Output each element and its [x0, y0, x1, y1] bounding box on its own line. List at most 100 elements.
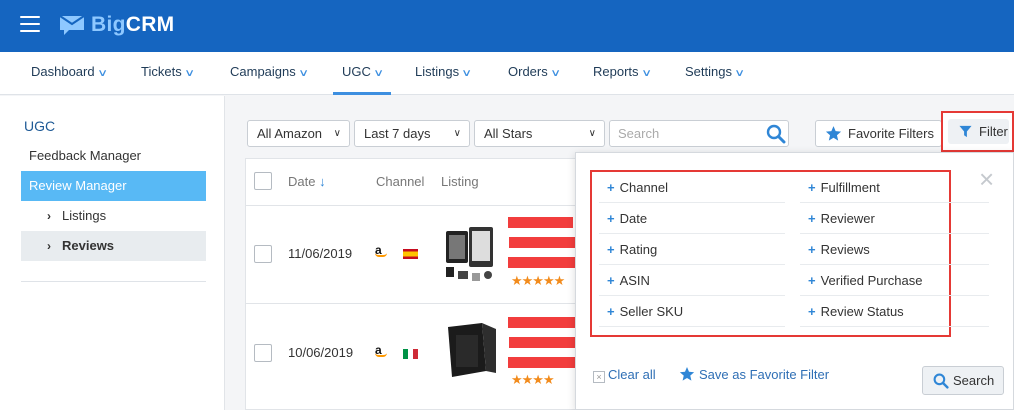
- filter-button[interactable]: Filter: [948, 119, 1009, 144]
- filter-option-date[interactable]: + Date: [599, 203, 785, 234]
- stars-select-value: All Stars: [484, 126, 533, 141]
- reviews-table: Date ↓ Channel Listing 11/06/2019 a ★★★★…: [245, 158, 591, 410]
- redacted-text: [508, 357, 576, 368]
- plus-icon: +: [808, 242, 816, 257]
- sidebar-item-review-manager[interactable]: Review Manager: [21, 171, 206, 201]
- sidebar-divider: [21, 281, 206, 282]
- chevron-down-icon: ∨: [640, 68, 652, 79]
- search-button-label: Search: [953, 373, 995, 388]
- row-checkbox[interactable]: [254, 245, 272, 263]
- stars-select[interactable]: All Stars ∨: [474, 120, 605, 147]
- product-thumbnail[interactable]: [442, 321, 500, 383]
- plus-icon: +: [808, 211, 816, 226]
- favorite-filters-button[interactable]: Favorite Filters: [815, 120, 942, 147]
- filter-option-verified-purchase[interactable]: + Verified Purchase: [800, 265, 989, 296]
- filter-option-reviews[interactable]: + Reviews: [800, 234, 989, 265]
- search-button[interactable]: Search: [922, 366, 1004, 395]
- chevron-right-icon: ›: [47, 239, 51, 253]
- chevron-down-icon: ∨: [297, 68, 309, 79]
- filter-option-asin[interactable]: + ASIN: [599, 265, 785, 296]
- main-nav: Dashboard ∨ Tickets ∨ Campaigns ∨ UGC ∨ List…: [0, 52, 1014, 95]
- row-divider: [246, 205, 591, 206]
- column-header-label: Date: [288, 174, 316, 189]
- nav-ugc[interactable]: UGC ∨: [333, 52, 392, 95]
- nav-label: Reports: [593, 64, 639, 79]
- marketplace-select-value: All Amazon: [257, 126, 323, 141]
- sort-arrow-down-icon: ↓: [319, 174, 326, 189]
- plus-icon: +: [808, 304, 816, 319]
- chevron-down-icon: ∨: [373, 68, 385, 79]
- nav-orders[interactable]: Orders ∨: [508, 52, 561, 95]
- redacted-text: [508, 317, 578, 328]
- review-date: 10/06/2019: [288, 345, 354, 360]
- filter-option-fulfillment[interactable]: + Fulfillment: [800, 172, 989, 203]
- plus-icon: +: [607, 304, 615, 319]
- nav-tickets[interactable]: Tickets ∨: [141, 52, 195, 95]
- column-header-date[interactable]: Date ↓: [288, 159, 326, 205]
- sidebar-subitem-reviews[interactable]: › Reviews: [21, 231, 206, 261]
- star-icon: [825, 126, 842, 141]
- nav-listings[interactable]: Listings ∨: [415, 52, 473, 95]
- spain-flag-icon: [403, 249, 418, 259]
- filter-option-label: Reviews: [820, 242, 870, 257]
- sidebar: UGC Feedback Manager Review Manager › Lis…: [0, 96, 225, 410]
- select-all-checkbox[interactable]: [254, 172, 272, 190]
- save-favorite-filter-link[interactable]: Save as Favorite Filter: [679, 367, 829, 382]
- filter-option-reviewer[interactable]: + Reviewer: [800, 203, 989, 234]
- filter-option-label: Rating: [619, 242, 658, 257]
- nav-dashboard[interactable]: Dashboard ∨: [31, 52, 108, 95]
- logo-text-suffix: CRM: [125, 13, 175, 36]
- filter-option-label: Review Status: [820, 304, 904, 319]
- plus-icon: +: [607, 273, 615, 288]
- logo[interactable]: BigCRM: [58, 13, 174, 37]
- chevron-right-icon: ›: [47, 209, 51, 223]
- period-select[interactable]: Last 7 days ∨: [354, 120, 470, 147]
- chevron-down-icon: ∨: [333, 128, 341, 139]
- plus-icon: +: [607, 180, 615, 195]
- redacted-text: [509, 237, 576, 248]
- amazon-logo-icon: a: [375, 343, 387, 357]
- search-icon[interactable]: [766, 124, 786, 144]
- filter-option-label: Reviewer: [820, 211, 875, 226]
- filter-option-channel[interactable]: + Channel: [599, 172, 785, 203]
- search-input[interactable]: [610, 121, 760, 146]
- filter-option-seller-sku[interactable]: + Seller SKU: [599, 296, 785, 327]
- row-checkbox[interactable]: [254, 344, 272, 362]
- filter-option-label: Channel: [619, 180, 669, 195]
- product-thumbnail[interactable]: [442, 223, 500, 285]
- redacted-text: [509, 337, 575, 348]
- filter-option-rating[interactable]: + Rating: [599, 234, 785, 265]
- chevron-down-icon: ∨: [183, 68, 195, 79]
- sidebar-item-feedback-manager[interactable]: Feedback Manager: [29, 148, 142, 163]
- filter-options-highlight: [590, 170, 951, 337]
- nav-reports[interactable]: Reports ∨: [593, 52, 652, 95]
- chevron-down-icon: ∨: [549, 68, 561, 79]
- nav-label: UGC: [342, 64, 371, 79]
- nav-settings[interactable]: Settings ∨: [685, 52, 745, 95]
- clear-all-link[interactable]: × Clear all: [593, 367, 656, 383]
- chevron-down-icon: ∨: [453, 128, 461, 139]
- row-divider: [246, 303, 591, 304]
- nav-label: Tickets: [141, 64, 182, 79]
- filter-button-label: Filter: [979, 124, 1008, 139]
- sidebar-subitem-listings[interactable]: › Listings: [21, 201, 206, 231]
- hamburger-menu-icon[interactable]: [20, 16, 40, 32]
- nav-campaigns[interactable]: Campaigns ∨: [230, 52, 309, 95]
- nav-label: Dashboard: [31, 64, 95, 79]
- review-date: 11/06/2019: [288, 246, 353, 261]
- marketplace-select[interactable]: All Amazon ∨: [247, 120, 350, 147]
- redacted-text: [508, 217, 573, 228]
- funnel-icon: [959, 125, 972, 138]
- envelope-logo-icon: [59, 15, 85, 35]
- filter-option-review-status[interactable]: + Review Status: [800, 296, 989, 327]
- nav-label: Settings: [685, 64, 732, 79]
- chevron-down-icon: ∨: [461, 68, 473, 79]
- amazon-logo-icon: a: [375, 243, 387, 257]
- sidebar-subitem-label: Reviews: [62, 238, 115, 253]
- chevron-down-icon: ∨: [588, 128, 596, 139]
- column-header-listing: Listing: [441, 174, 479, 189]
- nav-label: Orders: [508, 64, 548, 79]
- close-icon[interactable]: ×: [979, 164, 995, 194]
- clear-all-label: Clear all: [608, 367, 656, 382]
- filter-option-label: Fulfillment: [820, 180, 880, 195]
